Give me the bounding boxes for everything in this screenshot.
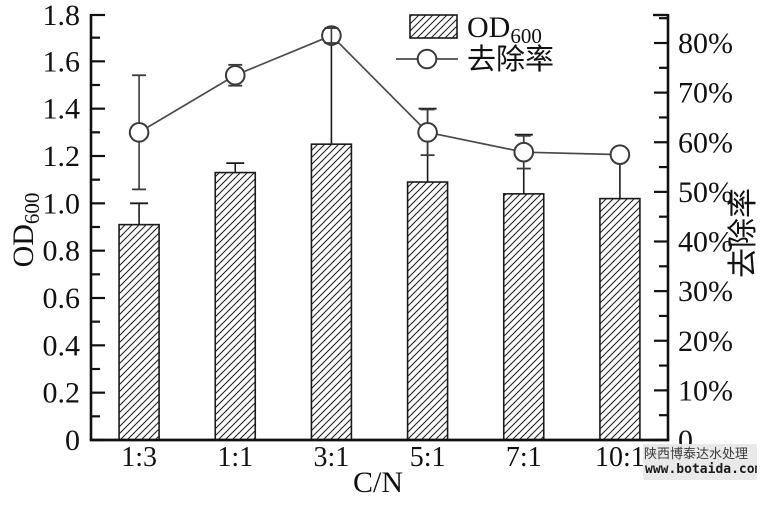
left-axis-title-od600: OD600 (7, 193, 44, 268)
marker-1:1 (224, 64, 246, 86)
left-tick-label: 1.0 (43, 187, 81, 220)
left-tick-label: 0 (65, 424, 80, 457)
removal-rate-polyline (138, 34, 620, 156)
right-axis-ticks: 010%20%30%40%50%60%70%80% (654, 17, 733, 457)
marker-5:1 (417, 122, 438, 143)
left-axis-ticks: 0 0.2 0.4 0.6 0.8 1.0 1.2 1.4 1.6 1.8 (43, 0, 105, 457)
watermark-url: www.botaida.com (645, 462, 757, 477)
bar-1:1 (214, 171, 257, 441)
bar-series-od600 (118, 143, 641, 441)
x-tick-label-10:1: 10:1 (595, 442, 645, 473)
marker-7:1 (513, 141, 535, 163)
x-tick-label-1:1: 1:1 (217, 442, 253, 473)
legend-od600-label: OD600 (467, 11, 542, 48)
left-tick-label: 0.4 (43, 329, 81, 362)
bar-1:3 (118, 223, 160, 441)
x-tick-label-1:3: 1:3 (121, 442, 157, 473)
left-tick-label: 1.6 (43, 45, 81, 78)
x-axis-title: C/N (353, 466, 403, 499)
axes (89, 13, 670, 442)
line-error-bars-overlay (324, 27, 339, 44)
right-tick-label: 10% (678, 374, 733, 407)
right-tick-label: 70% (678, 77, 733, 110)
legend-removal-label: 去除率 (467, 43, 554, 76)
right-tick-label: 30% (678, 275, 733, 308)
x-tick-label-5:1: 5:1 (410, 442, 446, 473)
left-tick-label: 1.4 (43, 93, 81, 126)
right-tick-label: 80% (678, 27, 733, 60)
right-tick-label: 20% (678, 325, 733, 358)
left-tick-label: 1.8 (43, 0, 81, 32)
right-axis-title: 去除率 (727, 188, 760, 278)
legend-circle-marker (416, 48, 438, 70)
legend: OD600 去除率 (396, 11, 554, 76)
removal-rate-line (138, 34, 620, 156)
right-tick-label: 50% (678, 176, 733, 209)
left-tick-label: 0.8 (43, 235, 81, 268)
bar-7:1 (502, 193, 545, 441)
left-tick-label: 0.6 (43, 282, 81, 315)
bar-10:1 (599, 197, 641, 441)
x-tick-label-3:1: 3:1 (314, 442, 350, 473)
bar-5:1 (406, 181, 449, 441)
left-tick-label: 0.2 (43, 377, 81, 410)
legend-hatched-swatch (409, 14, 458, 39)
marker-10:1 (609, 144, 631, 165)
x-axis-category-labels: 1:3 1:1 3:1 5:1 7:1 10:1 (121, 442, 645, 473)
x-tick-label-7:1: 7:1 (506, 442, 542, 473)
right-tick-label: 40% (678, 226, 733, 259)
right-tick-label: 60% (678, 126, 733, 159)
line-markers (128, 25, 631, 165)
marker-1:3 (128, 122, 150, 143)
bar-error-bars (130, 39, 629, 225)
watermark: 陕西博泰达水处理 www.botaida.com (643, 444, 757, 480)
bar-3:1 (310, 143, 353, 441)
left-tick-label: 1.2 (43, 140, 81, 173)
watermark-company: 陕西博泰达水处理 (644, 447, 749, 462)
